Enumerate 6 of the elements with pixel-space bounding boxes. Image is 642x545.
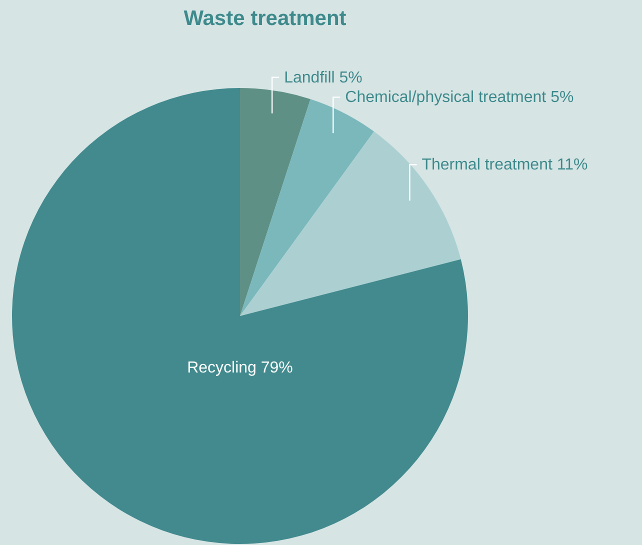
pie-slice bbox=[240, 88, 310, 316]
slice-label: Thermal treatment 11% bbox=[422, 156, 588, 174]
slice-label: Recycling 79% bbox=[187, 360, 293, 377]
slice-label: Landfill 5% bbox=[284, 69, 362, 86]
slice-label: Chemical/physical treatment 5% bbox=[345, 89, 574, 106]
chart-title: Waste treatment bbox=[184, 7, 346, 30]
